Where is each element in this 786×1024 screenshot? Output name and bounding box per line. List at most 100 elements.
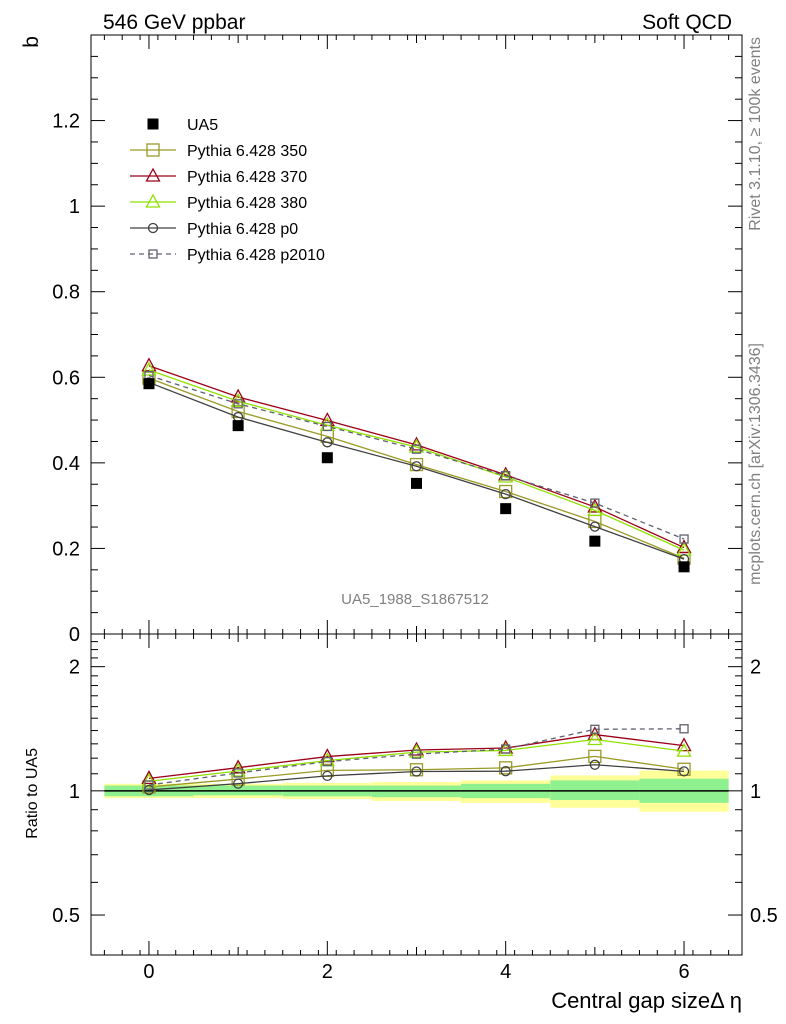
triangle-marker xyxy=(141,772,157,787)
header-left-title: 546 GeV ppbar xyxy=(103,11,245,34)
x-tick-label: 4 xyxy=(500,961,511,983)
series-line xyxy=(148,764,685,791)
triangle-marker xyxy=(141,361,157,376)
main-y-axis-label: b xyxy=(20,36,43,48)
triangle-marker xyxy=(676,742,692,757)
circle-marker xyxy=(232,778,244,789)
ratio-y-tick-label: 0.5 xyxy=(52,905,80,927)
triangle-marker xyxy=(408,436,425,451)
ratio-uncertainty-bands xyxy=(104,770,729,812)
ratio-y-tick-label-right: 1 xyxy=(750,781,761,803)
data-point xyxy=(321,452,333,464)
square-marker xyxy=(322,421,332,432)
data-point xyxy=(500,503,512,515)
x-tick-label: 2 xyxy=(322,961,333,983)
rivet-version-label: Rivet 3.1.10, ≥ 100k events xyxy=(747,37,764,231)
square-marker xyxy=(233,768,243,778)
square-marker xyxy=(588,749,602,764)
data-point xyxy=(411,477,422,489)
x-tick-label: 0 xyxy=(143,961,154,983)
ratio-panel: 0 2 4 6 0.5 0.5 1 1 2 2 Ratio to UA5 Central gap … xyxy=(24,633,778,1013)
square-marker xyxy=(590,724,600,734)
series-line xyxy=(148,377,685,559)
triangle-marker xyxy=(408,438,425,453)
triangle-marker xyxy=(145,167,161,182)
square-marker xyxy=(499,761,513,775)
ratio-y-tick-label-right: 0.5 xyxy=(750,905,778,927)
legend: UA5 Pythia 6.428 350 Pythia 6.428 370 Pythi… xyxy=(130,117,325,264)
circle-marker xyxy=(678,766,690,777)
x-axis-label: Central gap sizeΔ η xyxy=(551,988,742,1013)
square-marker xyxy=(590,498,600,508)
data-point xyxy=(143,378,155,390)
main-y-tick-label: 0.6 xyxy=(52,367,80,389)
triangle-marker xyxy=(587,498,603,513)
data-point xyxy=(232,420,244,432)
data-point xyxy=(147,118,159,130)
legend-label: Pythia 6.428 370 xyxy=(187,169,307,186)
main-y-tick-label: 1 xyxy=(69,196,80,218)
main-axis-ticks: 0 0.2 0.4 0.6 0.8 1 1.2 xyxy=(52,34,742,646)
triangle-marker xyxy=(230,388,246,403)
circle-marker xyxy=(500,488,511,500)
square-marker xyxy=(501,744,511,754)
legend-label: Pythia 6.428 p0 xyxy=(187,221,298,238)
legend-label: Pythia 6.428 350 xyxy=(187,143,307,160)
ua5-data-points xyxy=(143,378,690,573)
ratio-series-lines xyxy=(141,724,692,796)
triangle-marker xyxy=(676,539,692,554)
main-y-tick-label: 0.4 xyxy=(52,453,80,475)
square-marker xyxy=(679,724,689,734)
ratio-axis-ticks: 0 2 4 6 0.5 0.5 1 1 2 2 xyxy=(52,634,778,983)
main-y-tick-label: 0 xyxy=(69,624,80,646)
ratio-y-tick-label: 1 xyxy=(69,781,80,803)
data-point xyxy=(678,561,690,573)
ratio-y-axis-label: Ratio to UA5 xyxy=(24,748,41,839)
ratio-y-tick-label-right: 2 xyxy=(750,657,761,679)
square-marker xyxy=(499,484,513,499)
series-line xyxy=(148,365,685,549)
circle-marker xyxy=(589,521,601,532)
series-line xyxy=(148,374,685,540)
circle-marker xyxy=(322,437,333,448)
legend-label: Pythia 6.428 380 xyxy=(187,195,307,212)
legend-label: UA5 xyxy=(187,117,218,134)
ratio-frame xyxy=(90,633,743,956)
main-y-tick-label: 0.8 xyxy=(52,282,80,304)
circle-marker xyxy=(411,766,422,777)
series-line xyxy=(148,738,685,782)
square-marker xyxy=(144,780,154,790)
triangle-marker xyxy=(498,468,514,483)
triangle-marker xyxy=(408,743,425,758)
series-line xyxy=(148,381,685,560)
circle-marker xyxy=(147,222,159,234)
triangle-marker xyxy=(587,501,603,516)
main-series-lines xyxy=(141,357,692,565)
mcplots-label: mcplots.cern.ch [arXiv:1306.3436] xyxy=(747,343,764,585)
square-marker xyxy=(679,534,689,544)
square-marker xyxy=(411,749,422,759)
circle-marker xyxy=(589,759,601,770)
header-right-title: Soft QCD xyxy=(642,11,732,34)
square-marker xyxy=(501,471,511,481)
data-point xyxy=(589,535,601,547)
triangle-marker xyxy=(141,770,157,785)
square-marker xyxy=(233,399,243,409)
circle-marker xyxy=(322,770,333,782)
triangle-marker xyxy=(230,762,246,777)
main-y-tick-label: 1.2 xyxy=(52,111,80,133)
circle-marker xyxy=(143,784,155,796)
main-y-tick-label: 0.2 xyxy=(52,538,80,560)
x-tick-label: 6 xyxy=(678,961,689,983)
circle-marker xyxy=(411,461,422,472)
legend-label: Pythia 6.428 p2010 xyxy=(187,247,325,264)
series-line xyxy=(148,369,685,551)
ratio-y-tick-label: 2 xyxy=(69,657,80,679)
square-marker xyxy=(411,444,422,454)
series-line xyxy=(148,728,685,786)
square-marker xyxy=(146,143,160,157)
triangle-marker xyxy=(587,731,603,746)
main-panel: 0 0.2 0.4 0.6 0.8 1 1.2 b UA5_1988_S1867512 UA… xyxy=(20,34,743,646)
triangle-marker xyxy=(141,357,157,372)
